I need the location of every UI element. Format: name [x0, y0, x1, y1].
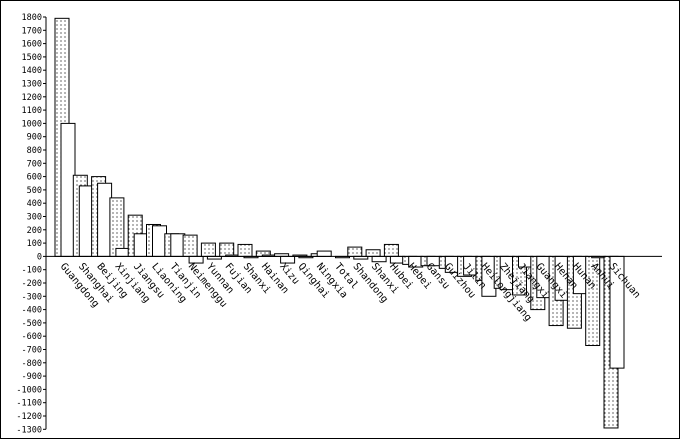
- bar-dotted: [383, 243, 399, 257]
- y-tick-label: -1300: [16, 425, 42, 435]
- y-tick-label: -200: [22, 279, 42, 289]
- y-tick-label: 600: [27, 173, 42, 183]
- y-tick-label: -1200: [16, 412, 42, 422]
- y-tick-label: -600: [22, 332, 42, 342]
- y-tick-label: 700: [27, 159, 42, 169]
- bar-dotted: [200, 242, 216, 257]
- y-tick-label: 1000: [22, 119, 42, 129]
- y-tick-label: 900: [27, 133, 42, 143]
- y-tick-label: -1000: [16, 385, 42, 395]
- y-tick-label: 1400: [22, 66, 42, 76]
- y-tick-label: 1800: [22, 13, 42, 23]
- y-tick-label: -700: [22, 346, 42, 356]
- bar-plain: [316, 250, 332, 257]
- y-tick-label: -500: [22, 319, 42, 329]
- y-tick-label: 1200: [22, 93, 42, 103]
- y-tick-label: 1700: [22, 26, 42, 36]
- y-tick-label: 0: [37, 252, 42, 262]
- y-tick-label: -400: [22, 306, 42, 316]
- y-tick-label: -300: [22, 292, 42, 302]
- y-tick-label: 500: [27, 186, 42, 196]
- bar-dotted: [347, 246, 363, 257]
- y-tick-label: -1100: [16, 399, 42, 409]
- y-tick-label: -800: [22, 359, 42, 369]
- y-tick-label: 300: [27, 213, 42, 223]
- y-tick-label: 400: [27, 199, 42, 209]
- y-tick-label: 1300: [22, 80, 42, 90]
- bar-dotted: [182, 234, 198, 257]
- bar-dotted: [219, 242, 235, 257]
- axes: -1300-1200-1100-1000-900-800-700-600-500…: [16, 13, 662, 435]
- bar-dotted: [237, 243, 253, 257]
- y-tick-label: 1500: [22, 53, 42, 63]
- bar-plain: [371, 255, 387, 263]
- bar-dotted: [365, 249, 381, 257]
- y-tick-label: -900: [22, 372, 42, 382]
- y-tick-label: 100: [27, 239, 42, 249]
- bar-dotted: [109, 197, 125, 257]
- y-tick-label: -100: [22, 266, 42, 276]
- y-tick-label: 800: [27, 146, 42, 156]
- bars-layer: [54, 17, 625, 429]
- y-tick-label: 1100: [22, 106, 42, 116]
- y-tick-label: 1600: [22, 40, 42, 50]
- y-tick-label: 200: [27, 226, 42, 236]
